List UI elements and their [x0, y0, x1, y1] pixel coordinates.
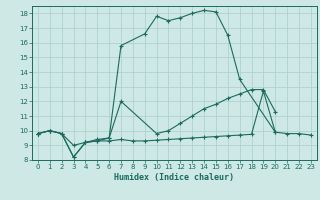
X-axis label: Humidex (Indice chaleur): Humidex (Indice chaleur) [115, 173, 234, 182]
